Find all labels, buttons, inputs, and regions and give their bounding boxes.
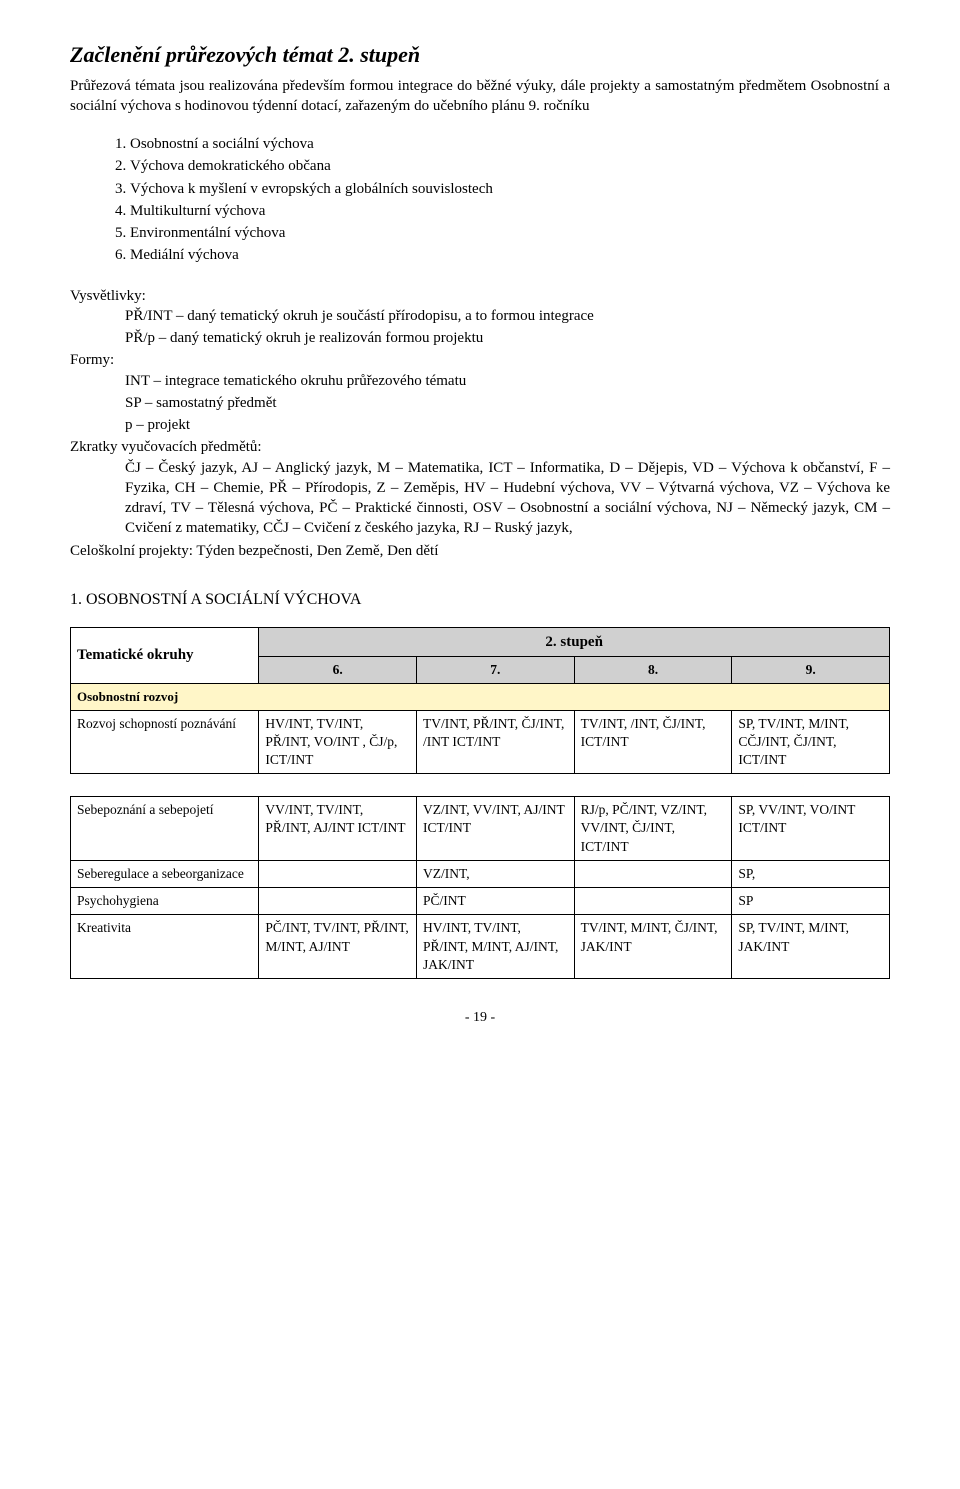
list-item: Mediální výchova [130, 245, 890, 265]
cell: PČ/INT [417, 888, 575, 915]
section1-title: 1. OSOBNOSTNÍ A SOCIÁLNÍ VÝCHOVA [70, 589, 890, 611]
cell [259, 860, 417, 887]
formy-line: SP – samostatný předmět [125, 393, 890, 413]
table-row: Kreativita PČ/INT, TV/INT, PŘ/INT, M/INT… [71, 915, 890, 979]
row-label: Seberegulace a sebeorganizace [71, 860, 259, 887]
formy-label: Formy: [70, 350, 890, 370]
cell [574, 860, 732, 887]
celoskolni-text: Celoškolní projekty: Týden bezpečnosti, … [70, 541, 890, 561]
list-item: Výchova demokratického občana [130, 156, 890, 176]
cell: HV/INT, TV/INT, PŘ/INT, VO/INT , ČJ/p, I… [259, 710, 417, 774]
cell [574, 888, 732, 915]
th-grade-7: 7. [417, 656, 575, 683]
cell: TV/INT, PŘ/INT, ČJ/INT, /INT ICT/INT [417, 710, 575, 774]
table-row: Rozvoj schopností poznávání HV/INT, TV/I… [71, 710, 890, 774]
th-tematicke-okruhy: Tematické okruhy [71, 627, 259, 683]
cell: SP, TV/INT, M/INT, JAK/INT [732, 915, 890, 979]
row-label: Kreativita [71, 915, 259, 979]
vysvetlivky-block: PŘ/INT – daný tematický okruh je součást… [125, 306, 890, 349]
cell: SP [732, 888, 890, 915]
row-label: Sebepoznání a sebepojetí [71, 797, 259, 861]
topics-list: Osobnostní a sociální výchova Výchova de… [130, 134, 890, 266]
cell: TV/INT, /INT, ČJ/INT, ICT/INT [574, 710, 732, 774]
page-title: Začlenění průřezových témat 2. stupeň [70, 40, 890, 70]
zkratky-text: ČJ – Český jazyk, AJ – Anglický jazyk, M… [125, 458, 890, 539]
page-number: - 19 - [70, 1009, 890, 1028]
cell: VZ/INT, VV/INT, AJ/INT ICT/INT [417, 797, 575, 861]
cell: VV/INT, TV/INT, PŘ/INT, AJ/INT ICT/INT [259, 797, 417, 861]
th-grade-6: 6. [259, 656, 417, 683]
vysvetlivky-line: PŘ/p – daný tematický okruh je realizová… [125, 328, 890, 348]
table-row: Sebepoznání a sebepojetí VV/INT, TV/INT,… [71, 797, 890, 861]
cell: TV/INT, M/INT, ČJ/INT, JAK/INT [574, 915, 732, 979]
formy-line: INT – integrace tematického okruhu průře… [125, 371, 890, 391]
cell: HV/INT, TV/INT, PŘ/INT, M/INT, AJ/INT, J… [417, 915, 575, 979]
category-row: Osobnostní rozvoj [71, 684, 890, 711]
th-grade-9: 9. [732, 656, 890, 683]
row-label: Psychohygiena [71, 888, 259, 915]
table-row: Psychohygiena PČ/INT SP [71, 888, 890, 915]
cell: RJ/p, PČ/INT, VZ/INT, VV/INT, ČJ/INT, IC… [574, 797, 732, 861]
zkratky-block: ČJ – Český jazyk, AJ – Anglický jazyk, M… [125, 458, 890, 539]
cell: SP, TV/INT, M/INT, CČJ/INT, ČJ/INT, ICT/… [732, 710, 890, 774]
list-item: Multikulturní výchova [130, 201, 890, 221]
cell [259, 888, 417, 915]
intro-paragraph: Průřezová témata jsou realizována předev… [70, 76, 890, 117]
table-row: Seberegulace a sebeorganizace VZ/INT, SP… [71, 860, 890, 887]
list-item: Environmentální výchova [130, 223, 890, 243]
row-label: Rozvoj schopností poznávání [71, 710, 259, 774]
zkratky-label: Zkratky vyučovacích předmětů: [70, 437, 890, 457]
list-item: Výchova k myšlení v evropských a globáln… [130, 179, 890, 199]
cell: PČ/INT, TV/INT, PŘ/INT, M/INT, AJ/INT [259, 915, 417, 979]
cell: SP, VV/INT, VO/INT ICT/INT [732, 797, 890, 861]
th-stupen: 2. stupeň [259, 627, 890, 656]
formy-line: p – projekt [125, 415, 890, 435]
th-grade-8: 8. [574, 656, 732, 683]
formy-block: INT – integrace tematického okruhu průře… [125, 371, 890, 436]
vysvetlivky-line: PŘ/INT – daný tematický okruh je součást… [125, 306, 890, 326]
list-item: Osobnostní a sociální výchova [130, 134, 890, 154]
cell: SP, [732, 860, 890, 887]
table-osobnostni-rozvoj: Tematické okruhy 2. stupeň 6. 7. 8. 9. O… [70, 627, 890, 775]
cell: VZ/INT, [417, 860, 575, 887]
table-osobnostni-rozvoj-2: Sebepoznání a sebepojetí VV/INT, TV/INT,… [70, 796, 890, 979]
vysvetlivky-label: Vysvětlivky: [70, 286, 890, 306]
